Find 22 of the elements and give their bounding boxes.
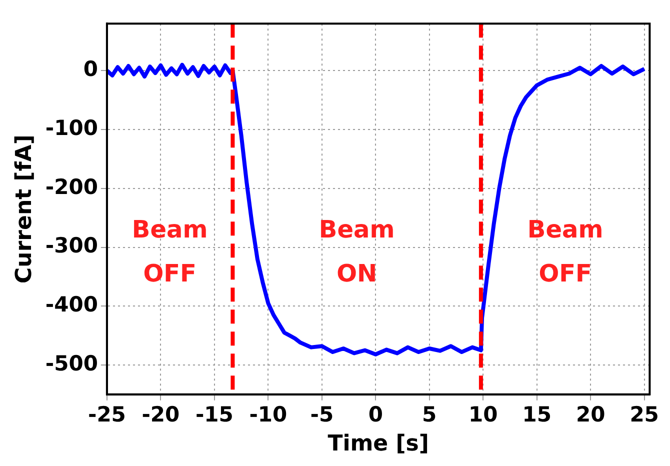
x-tick-label: 10 [468, 402, 498, 426]
y-axis-title: Current [fA] [12, 134, 37, 284]
y-tick-label: -500 [45, 351, 98, 376]
x-tick-label: -20 [142, 402, 180, 426]
x-tick-label: 5 [422, 402, 437, 426]
y-tick-label: -200 [45, 174, 98, 199]
x-tick-label: 25 [630, 402, 659, 426]
x-tick-label: 0 [368, 402, 383, 426]
y-tick-label: 0 [83, 57, 98, 82]
x-tick-label: -25 [88, 402, 126, 426]
annotation: Beam OFF [132, 216, 208, 288]
x-tick-label: 20 [576, 402, 606, 426]
y-tick-label: -100 [45, 116, 98, 140]
x-tick-label: -5 [310, 402, 334, 426]
y-tick-label: -300 [45, 234, 98, 258]
x-tick-label: 15 [522, 402, 552, 426]
x-axis-title: Time [s] [328, 432, 429, 457]
x-tick-label: -15 [195, 402, 234, 426]
y-tick-label: -400 [45, 292, 98, 317]
annotation: Beam OFF [527, 216, 604, 288]
x-tick-label: -10 [249, 402, 288, 426]
annotation: Beam ON [318, 216, 395, 288]
